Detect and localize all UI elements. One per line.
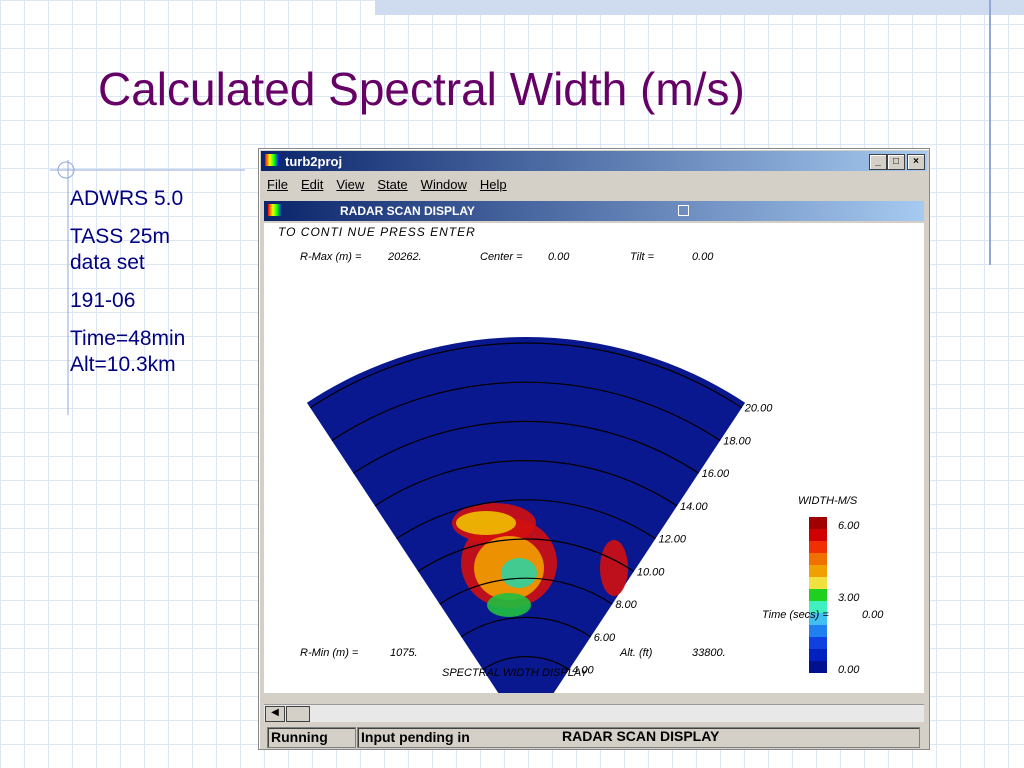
- menu-item[interactable]: Window: [420, 177, 467, 192]
- menu-item[interactable]: View: [336, 177, 365, 192]
- value: 0.00: [692, 251, 714, 263]
- menu-item[interactable]: State: [377, 177, 408, 192]
- range-label: 4.00: [572, 665, 594, 677]
- bullet-line: TASS 25m: [70, 225, 170, 248]
- legend-swatch: [809, 637, 827, 649]
- range-label: 14.00: [680, 501, 708, 513]
- bullet-list: ADWRS 5.0 TASS 25m data set 191-06 Time=48mi…: [70, 186, 250, 390]
- legend-swatch: [809, 625, 827, 637]
- app-icon: [268, 204, 282, 216]
- legend-label: 0.00: [838, 664, 860, 676]
- label: R-Min (m) =: [300, 647, 359, 659]
- bullet: ADWRS 5.0: [70, 186, 250, 212]
- legend-label: 3.00: [838, 592, 860, 604]
- top-band: [375, 0, 1024, 15]
- scroll-thumb[interactable]: [286, 706, 310, 722]
- range-ring: [439, 577, 613, 605]
- range-ring: [417, 538, 635, 572]
- status-field: Running: [267, 727, 356, 748]
- inner-title: RADAR SCAN DISPLAY: [340, 204, 475, 218]
- value: 0.00: [548, 251, 570, 263]
- echo-region: [456, 511, 516, 535]
- status-field: RADAR SCAN DISPLAY: [562, 728, 720, 744]
- range-ring: [331, 381, 721, 441]
- menu-item[interactable]: Edit: [300, 177, 324, 192]
- bullet-line: Time=48min: [70, 327, 186, 350]
- value: 20262.: [388, 251, 422, 263]
- range-label: 8.00: [615, 599, 637, 611]
- bullet-line: Alt=10.3km: [70, 353, 176, 376]
- range-label: 12.00: [658, 534, 686, 546]
- status-field: Input pending in: [357, 727, 920, 748]
- app-icon: [265, 154, 279, 166]
- value: 1075.: [390, 647, 418, 659]
- legend-swatch: [809, 541, 827, 553]
- radar-scan: 20.00 18.00 16.00 14.00 12.00 10.00 8.00 6.00 4.…: [306, 337, 860, 693]
- range-ring: [353, 420, 699, 474]
- scrollbar: ◀: [264, 704, 924, 722]
- legend-swatch: [809, 577, 827, 589]
- bullet: 191-06: [70, 288, 250, 314]
- echo-region: [487, 593, 531, 617]
- echo-region: [600, 540, 628, 596]
- label: Alt. (ft): [620, 647, 653, 659]
- maximize-button[interactable]: [678, 205, 689, 216]
- label: Time (secs) =: [762, 609, 829, 621]
- title-bar: turb2proj _ □ ×: [261, 151, 927, 171]
- minimize-button[interactable]: _: [869, 154, 887, 170]
- bullet-line: 191-06: [70, 289, 136, 312]
- label: Center =: [480, 251, 523, 263]
- value: 33800.: [692, 647, 726, 659]
- bullet-line: data set: [70, 251, 145, 274]
- legend-swatch: [809, 589, 827, 601]
- range-label: 6.00: [594, 632, 616, 644]
- range-ring: [460, 616, 592, 638]
- plot-area: 20.00 18.00 16.00 14.00 12.00 10.00 8.00 6.00 4.…: [264, 223, 924, 693]
- menu-bar: File Edit View State Window Help: [267, 177, 520, 192]
- legend-swatch: [809, 529, 827, 541]
- scroll-left-button[interactable]: ◀: [265, 706, 285, 722]
- value: 0.00: [862, 609, 884, 621]
- range-ring: [374, 460, 678, 507]
- app-window: turb2proj _ □ × File Edit View State Window H…: [258, 148, 930, 750]
- echo-region: [501, 558, 537, 588]
- bullet: Time=48min Alt=10.3km: [70, 326, 250, 378]
- menu-item[interactable]: File: [267, 177, 288, 192]
- bullet: TASS 25m data set: [70, 224, 250, 276]
- close-button[interactable]: ×: [907, 154, 925, 170]
- inner-title-bar: RADAR SCAN DISPLAY: [264, 201, 924, 221]
- slide-title: Calculated Spectral Width (m/s): [98, 63, 745, 115]
- display-name: SPECTRAL WIDTH DISPLAY: [442, 667, 588, 679]
- maximize-button[interactable]: □: [887, 154, 905, 170]
- window-title: turb2proj: [285, 154, 343, 169]
- range-ring: [482, 656, 570, 671]
- legend-swatch: [809, 565, 827, 577]
- legend-swatch: [809, 517, 827, 529]
- legend-swatch: [809, 553, 827, 565]
- range-label: 18.00: [723, 435, 751, 447]
- prompt: TO CONTI NUE PRESS ENTER: [278, 225, 476, 239]
- legend-swatch: [809, 661, 827, 673]
- range-ring: [309, 342, 743, 409]
- legend-label: 6.00: [838, 520, 860, 532]
- legend-swatch: [809, 649, 827, 661]
- range-label: 16.00: [702, 468, 730, 480]
- range-label: 10.00: [637, 566, 665, 578]
- legend-swatch: [809, 601, 827, 613]
- bullet-line: ADWRS 5.0: [70, 187, 184, 210]
- label: R-Max (m) =: [300, 251, 362, 263]
- range-label: 20.00: [744, 403, 773, 415]
- menu-item[interactable]: Help: [479, 177, 507, 192]
- deco-circle: [57, 161, 75, 179]
- label: Tilt =: [630, 251, 655, 263]
- legend-title: WIDTH-M/S: [798, 495, 858, 507]
- range-ring: [396, 499, 656, 540]
- legend-swatch: [809, 613, 827, 625]
